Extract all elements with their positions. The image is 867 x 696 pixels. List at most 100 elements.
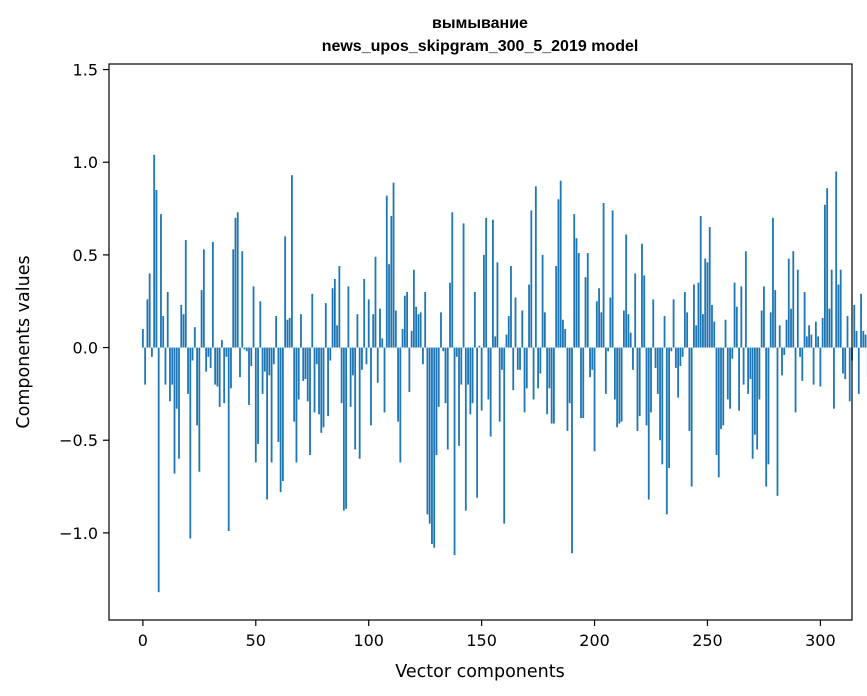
bar-265	[740, 286, 743, 348]
bar-235	[672, 299, 675, 348]
bar-275	[763, 286, 765, 348]
plot-frame	[108, 63, 853, 621]
bar-207	[609, 297, 612, 348]
bar-279	[772, 217, 774, 348]
bar-15	[175, 347, 178, 409]
bar-182	[552, 347, 555, 424]
bar-168	[521, 310, 524, 348]
bar-234	[670, 347, 673, 352]
bar-252	[711, 304, 713, 348]
bar-211	[618, 347, 621, 424]
bar-299	[817, 336, 820, 348]
bar-147	[473, 291, 476, 348]
bar-298	[814, 321, 817, 348]
bar-133	[442, 347, 445, 352]
bar-170	[525, 347, 528, 389]
bar-260	[729, 347, 731, 409]
bar-228	[656, 347, 659, 394]
bar-100	[367, 299, 370, 348]
bar-273	[758, 347, 761, 400]
x-axis-ticks: 0 50 100 150 200 250 300	[138, 620, 836, 650]
bar-203	[600, 312, 603, 348]
bar-126	[426, 347, 429, 515]
bar-47	[248, 347, 250, 406]
bar-199	[591, 347, 594, 370]
bar-177	[541, 254, 544, 348]
y-tick-label: 0.5	[73, 246, 98, 265]
bar-53	[261, 347, 264, 394]
bar-18	[182, 314, 185, 348]
x-axis-label: Vector components	[395, 662, 564, 682]
bar-150	[480, 347, 483, 411]
bar-22	[191, 347, 194, 361]
bar-29	[207, 347, 210, 357]
bar-125	[424, 291, 427, 348]
bar-93	[352, 347, 354, 376]
bar-6	[155, 190, 158, 348]
bar-58	[272, 347, 275, 365]
bar-204	[602, 203, 605, 348]
bar-11	[166, 291, 169, 348]
bar-21	[189, 347, 192, 539]
bar-144	[467, 347, 469, 385]
bar-249	[704, 258, 707, 348]
bar-13	[171, 347, 174, 385]
bar-283	[781, 347, 783, 376]
bar-238	[679, 347, 682, 367]
bar-142	[462, 223, 465, 348]
bar-79	[320, 347, 323, 433]
bar-297	[812, 347, 815, 385]
bar-236	[674, 347, 677, 368]
bar-292	[801, 347, 804, 381]
bar-149	[478, 345, 481, 348]
bar-137	[451, 212, 454, 348]
bar-227	[654, 347, 657, 368]
bar-214	[625, 234, 628, 348]
bar-316	[855, 330, 858, 348]
bar-209	[613, 347, 616, 400]
bar-46	[245, 347, 248, 352]
bar-23	[193, 327, 196, 348]
bar-85	[333, 278, 336, 348]
x-tick-label: 100	[353, 631, 384, 650]
bar-245	[695, 325, 698, 348]
bar-72	[304, 347, 307, 380]
bar-90	[345, 347, 348, 509]
bar-296	[810, 334, 813, 348]
bar-304	[828, 308, 831, 348]
x-tick-label: 250	[692, 631, 723, 650]
bar-51	[257, 347, 259, 444]
bar-280	[774, 290, 777, 348]
bar-309	[839, 269, 842, 348]
bar-145	[469, 347, 472, 415]
bar-71	[302, 347, 305, 381]
bar-151	[482, 254, 485, 348]
bar-277	[767, 347, 770, 465]
bar-39	[230, 347, 232, 389]
bar-197	[586, 253, 589, 348]
bar-5	[153, 154, 156, 348]
bar-278	[769, 312, 772, 348]
bar-109	[388, 264, 390, 348]
chart-subtitle: news_upos_skipgram_300_5_2019 model	[322, 38, 639, 55]
bar-154	[489, 347, 492, 437]
bar-205	[604, 347, 607, 394]
bar-141	[460, 347, 463, 385]
bar-308	[837, 284, 840, 348]
bar-16	[178, 347, 180, 459]
bar-179	[546, 347, 549, 415]
bar-305	[830, 269, 833, 348]
bar-194	[580, 347, 582, 418]
bar-77	[315, 347, 318, 365]
bar-210	[616, 347, 619, 428]
bar-282	[778, 325, 781, 348]
bar-272	[756, 347, 759, 450]
bar-44	[241, 251, 244, 348]
bar-161	[505, 334, 508, 348]
x-tick-label: 50	[246, 631, 266, 650]
bar-114	[399, 347, 402, 463]
bar-269	[749, 347, 752, 380]
bar-248	[702, 314, 704, 348]
bar-8	[160, 214, 162, 348]
bar-81	[324, 303, 327, 348]
